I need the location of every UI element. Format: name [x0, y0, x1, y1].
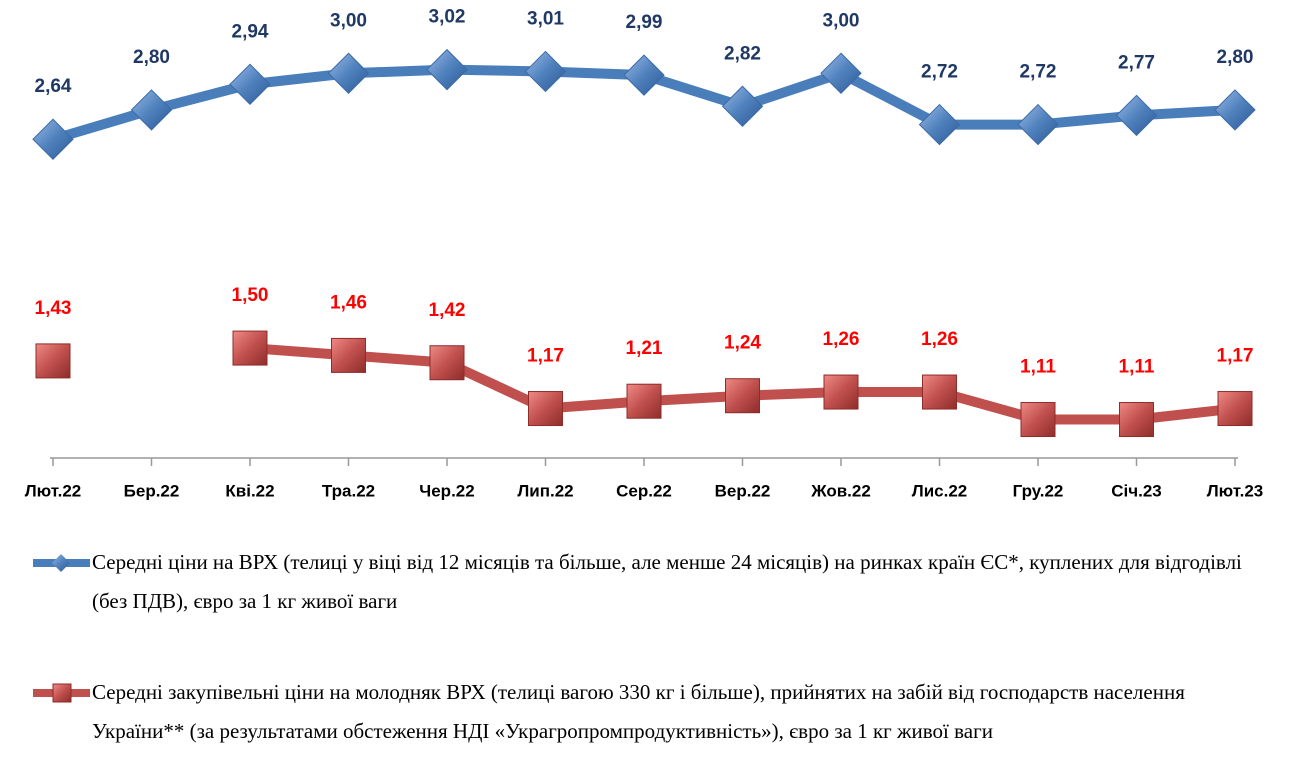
point: [1017, 103, 1059, 146]
legend-marker: [52, 554, 70, 572]
x-tick-label: Лют.22: [25, 481, 82, 500]
data-label: 2,64: [35, 76, 72, 97]
data-label: 1,21: [626, 338, 663, 359]
point: [1115, 94, 1158, 137]
data-label: 1,43: [35, 298, 72, 319]
x-tick-label: Бер.22: [124, 481, 180, 500]
point: [918, 103, 961, 146]
data-label: 1,26: [921, 329, 958, 350]
data-label: 1,46: [330, 292, 367, 313]
x-tick-label: Лют.23: [1207, 481, 1264, 500]
legend-label: Середні ціни на ВРХ (телиці у віці від 1…: [92, 550, 1242, 613]
point: [820, 52, 862, 94]
point: [232, 330, 268, 366]
x-tick-label: Жов.22: [810, 481, 871, 500]
x-tick-label: Лип.22: [517, 481, 573, 500]
data-label: 3,02: [429, 7, 466, 28]
x-tick-label: Лис.22: [912, 481, 967, 500]
data-label: 1,17: [1217, 346, 1254, 367]
data-label: 1,26: [823, 329, 860, 350]
data-label: 1,17: [527, 346, 564, 367]
data-label: 2,82: [724, 43, 761, 64]
data-label: 2,77: [1118, 52, 1155, 73]
data-label: 1,11: [1020, 357, 1056, 378]
point: [1020, 402, 1056, 438]
point: [725, 378, 760, 414]
x-tick-label: Кві.22: [225, 481, 274, 500]
point: [429, 345, 465, 381]
data-label: 2,80: [133, 47, 170, 68]
x-tick-label: Січ.23: [1111, 481, 1162, 500]
point: [922, 374, 957, 410]
point: [623, 54, 665, 96]
point: [327, 52, 370, 94]
point: [524, 50, 567, 93]
point: [1217, 391, 1253, 427]
point: [32, 118, 74, 160]
legend-label: Середні закупівельні ціни на молодняк ВР…: [92, 680, 1185, 743]
data-label: 3,01: [527, 8, 564, 29]
point: [35, 343, 71, 379]
data-label: 2,94: [232, 21, 269, 42]
point: [229, 63, 271, 105]
x-tick-label: Гру.22: [1013, 481, 1064, 500]
data-label: 2,72: [1020, 62, 1057, 83]
data-label: 2,99: [626, 12, 663, 33]
legend-marker: [52, 683, 72, 703]
data-label: 1,11: [1119, 357, 1155, 378]
data-label: 1,42: [429, 300, 466, 321]
data-label: 1,50: [232, 285, 269, 306]
x-tick-label: Чер.22: [419, 481, 474, 500]
x-tick-label: Сер.22: [616, 481, 672, 500]
point: [1119, 402, 1154, 438]
data-label: 2,80: [1217, 47, 1254, 68]
x-tick-label: Вер.22: [715, 481, 771, 500]
point: [130, 89, 173, 131]
data-label: 3,00: [330, 10, 367, 31]
data-label: 3,00: [823, 10, 860, 31]
point: [721, 85, 764, 127]
point: [823, 374, 859, 410]
point: [626, 383, 662, 419]
point: [528, 391, 563, 427]
point: [331, 337, 366, 373]
point: [426, 48, 468, 91]
x-tick-label: Тра.22: [322, 481, 375, 500]
point: [1214, 89, 1256, 131]
data-label: 1,24: [724, 333, 761, 354]
data-label: 2,72: [921, 62, 958, 83]
